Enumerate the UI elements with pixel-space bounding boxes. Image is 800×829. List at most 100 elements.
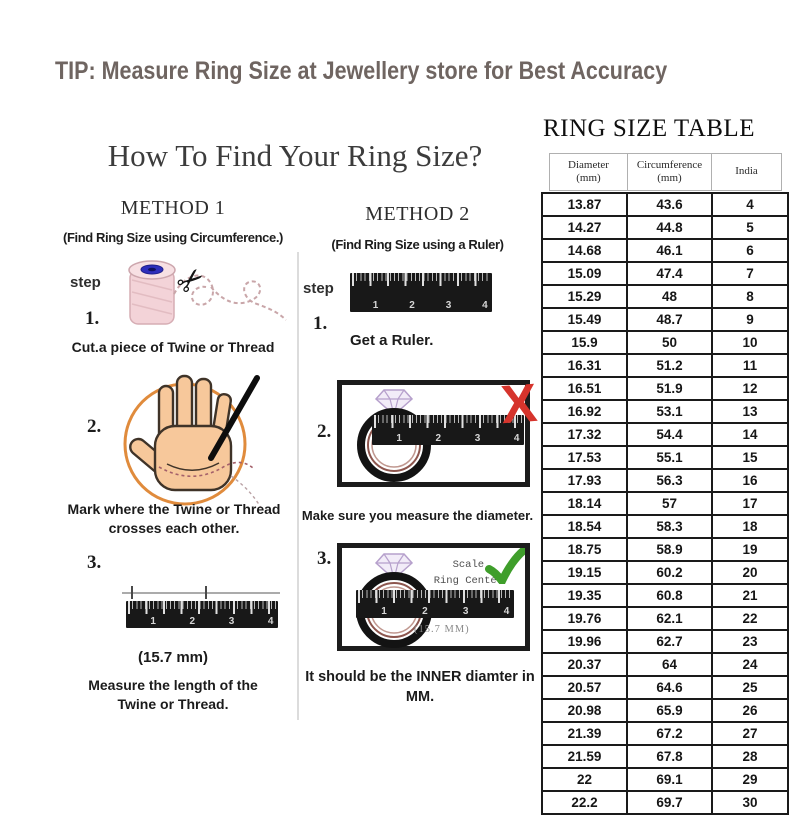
table-row: 17.32 54.4 14	[541, 422, 789, 447]
table-cell: 25	[711, 675, 789, 700]
column-divider	[297, 252, 299, 720]
method-1-step-label: step	[70, 274, 101, 291]
table-header-row: Diameter (mm) Circumference (mm) India	[549, 153, 782, 191]
table-cell: 22	[711, 606, 789, 631]
table-cell: 50	[626, 330, 713, 355]
table-row: 20.98 65.9 26	[541, 698, 789, 723]
method-2-heading: METHOD 2	[365, 203, 470, 225]
table-row: 17.53 55.1 15	[541, 445, 789, 470]
ruler-number: 2	[422, 606, 428, 617]
ruler-number: 1	[381, 606, 387, 617]
thread-line-illustration	[122, 586, 280, 599]
ruler-number: 2	[189, 616, 196, 627]
ruler-numbers: 1 2 3 4	[373, 300, 488, 311]
scale-ring-center-label: Scale Ring Center	[433, 559, 503, 587]
table-cell: 51.9	[626, 376, 713, 401]
table-cell: 18	[711, 514, 789, 539]
hand-shape	[129, 374, 233, 492]
ruler-numbers: 1 2 3 4	[381, 606, 509, 617]
method-1-step-1-caption: Cut.a piece of Twine or Thread	[71, 339, 275, 355]
guide-title: How To Find Your Ring Size?	[107, 138, 483, 173]
ruler-number: 2	[435, 433, 442, 444]
inner-diameter-label: (15.7 MM)	[414, 624, 470, 635]
table-cell: 44.8	[626, 215, 713, 240]
table-cell: 9	[711, 307, 789, 332]
table-cell: 23	[711, 629, 789, 654]
table-cell: 19.35	[541, 583, 628, 608]
table-cell: 14.27	[541, 215, 628, 240]
table-cell: 16.92	[541, 399, 628, 424]
correct-check-icon	[485, 548, 525, 584]
table-cell: 20.37	[541, 652, 628, 677]
ring-size-table-body: 13.87 43.6 4 14.27 44.8 5 14.68 46.1 6 15.09 47.4 7…	[541, 192, 789, 815]
table-cell: 43.6	[626, 192, 713, 217]
scissors-icon: ✂	[169, 258, 213, 303]
table-cell: 22	[541, 767, 628, 792]
column-header-india: India	[711, 153, 782, 191]
method-1-step-3-number: 3.	[87, 552, 102, 573]
ruler-number: 1	[396, 433, 402, 444]
table-cell: 57	[626, 491, 713, 516]
table-cell: 65.9	[626, 698, 713, 723]
table-row: 20.57 64.6 25	[541, 675, 789, 700]
method-2-subheading: (Find Ring Size using a Ruler)	[331, 237, 504, 252]
table-cell: 19.15	[541, 560, 628, 585]
table-row: 20.37 64 24	[541, 652, 789, 677]
column-header-diameter: Diameter (mm)	[549, 153, 628, 191]
table-row: 22 69.1 29	[541, 767, 789, 792]
method-1-step-3-note: (15.7 mm)	[137, 649, 209, 666]
ruler-number: 3	[228, 616, 235, 627]
table-row: 16.51 51.9 12	[541, 376, 789, 401]
table-row: 19.35 60.8 21	[541, 583, 789, 608]
measure-diameter-wrong-diagram: 1 2 3 4 X	[337, 373, 539, 487]
table-cell: 51.2	[626, 353, 713, 378]
table-cell: 30	[711, 790, 789, 815]
method-2-step-1-caption: Get a Ruler.	[350, 332, 434, 349]
table-cell: 56.3	[626, 468, 713, 493]
table-cell: 17	[711, 491, 789, 516]
table-cell: 21.59	[541, 744, 628, 769]
table-row: 21.59 67.8 28	[541, 744, 789, 769]
table-row: 15.49 48.7 9	[541, 307, 789, 332]
ruler: 1 2 3 4	[356, 590, 514, 618]
table-cell: 12	[711, 376, 789, 401]
table-cell: 13.87	[541, 192, 628, 217]
table-cell: 10	[711, 330, 789, 355]
table-cell: 18.75	[541, 537, 628, 562]
table-row: 15.9 50 10	[541, 330, 789, 355]
ruler-number: 4	[267, 616, 274, 627]
table-cell: 27	[711, 721, 789, 746]
table-cell: 7	[711, 261, 789, 286]
ruler-number: 2	[409, 300, 415, 311]
ruler: 1 2 3 4	[350, 273, 492, 312]
table-cell: 24	[711, 652, 789, 677]
table-cell: 6	[711, 238, 789, 263]
table-cell: 13	[711, 399, 789, 424]
table-cell: 46.1	[626, 238, 713, 263]
table-cell: 58.9	[626, 537, 713, 562]
table-row: 19.15 60.2 20	[541, 560, 789, 585]
table-cell: 19	[711, 537, 789, 562]
method-2-step-2-caption: Make sure you measure the diameter.	[301, 508, 534, 523]
table-cell: 60.8	[626, 583, 713, 608]
table-cell: 11	[711, 353, 789, 378]
ruler-number: 3	[462, 606, 469, 617]
table-cell: 19.76	[541, 606, 628, 631]
table-cell: 15.29	[541, 284, 628, 309]
method-2-step-label: step	[303, 280, 334, 297]
table-cell: 26	[711, 698, 789, 723]
twine-thread-curve	[173, 274, 287, 321]
table-cell: 18.54	[541, 514, 628, 539]
table-cell: 47.4	[626, 261, 713, 286]
column-header-circumference: Circumference (mm)	[627, 153, 712, 191]
ruler-number: 3	[474, 433, 481, 444]
method-1-subheading: (Find Ring Size using Circumference.)	[63, 230, 283, 245]
table-cell: 64.6	[626, 675, 713, 700]
table-cell: 14	[711, 422, 789, 447]
table-cell: 53.1	[626, 399, 713, 424]
table-row: 19.96 62.7 23	[541, 629, 789, 654]
method-1-step-3-caption: Measure the length of the Twine or Threa…	[88, 677, 258, 712]
table-cell: 62.7	[626, 629, 713, 654]
table-row: 16.31 51.2 11	[541, 353, 789, 378]
